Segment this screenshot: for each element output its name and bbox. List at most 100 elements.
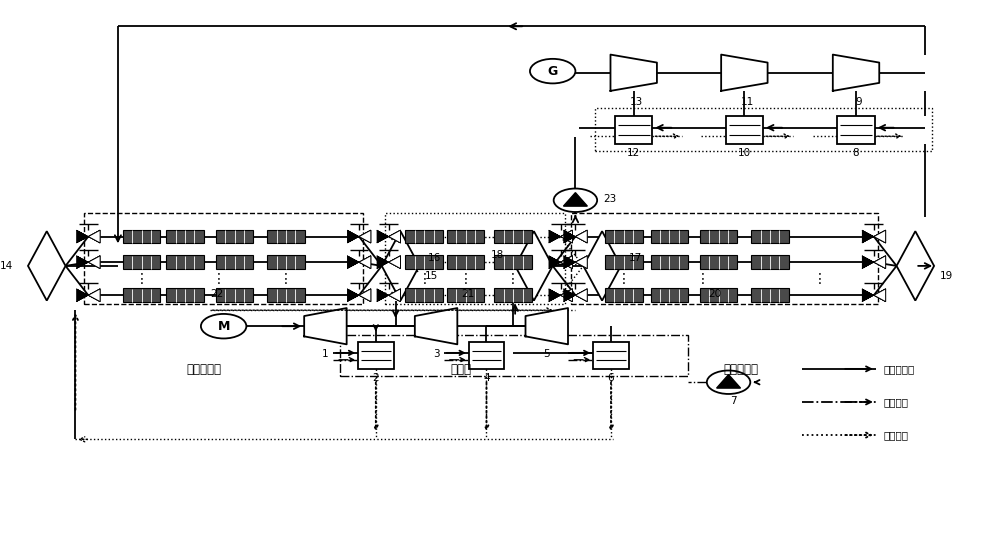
Bar bbox=[700, 230, 737, 243]
Text: 7: 7 bbox=[730, 396, 737, 406]
Polygon shape bbox=[721, 55, 768, 91]
Polygon shape bbox=[862, 230, 874, 243]
Polygon shape bbox=[389, 289, 401, 302]
Text: 4: 4 bbox=[483, 373, 490, 384]
Polygon shape bbox=[563, 193, 587, 206]
Polygon shape bbox=[549, 289, 572, 295]
Polygon shape bbox=[347, 289, 359, 302]
Text: 10: 10 bbox=[738, 148, 751, 158]
Text: 19: 19 bbox=[939, 271, 953, 280]
Polygon shape bbox=[575, 256, 587, 269]
Polygon shape bbox=[76, 256, 88, 269]
Bar bbox=[166, 288, 204, 302]
Polygon shape bbox=[377, 230, 389, 243]
Bar bbox=[571, 213, 878, 304]
Polygon shape bbox=[549, 295, 572, 302]
Polygon shape bbox=[347, 289, 359, 302]
Polygon shape bbox=[76, 256, 100, 262]
Polygon shape bbox=[76, 236, 100, 243]
Bar bbox=[216, 230, 253, 243]
Polygon shape bbox=[377, 289, 401, 295]
Polygon shape bbox=[862, 289, 886, 295]
Polygon shape bbox=[561, 230, 572, 243]
Text: ⋮: ⋮ bbox=[459, 272, 473, 286]
Polygon shape bbox=[549, 230, 561, 243]
Text: 储热区: 储热区 bbox=[450, 363, 471, 377]
Polygon shape bbox=[382, 231, 419, 301]
Polygon shape bbox=[564, 230, 575, 243]
Text: 高压储气区: 高压储气区 bbox=[723, 363, 758, 377]
Text: 22: 22 bbox=[210, 289, 223, 299]
Polygon shape bbox=[564, 230, 575, 243]
Polygon shape bbox=[874, 256, 886, 269]
Polygon shape bbox=[862, 256, 886, 262]
Text: ⋮: ⋮ bbox=[212, 272, 226, 286]
Bar bbox=[751, 230, 789, 243]
Bar bbox=[405, 255, 443, 269]
Bar bbox=[447, 230, 484, 243]
Bar bbox=[84, 213, 363, 304]
Polygon shape bbox=[526, 308, 568, 345]
Polygon shape bbox=[564, 236, 587, 243]
Polygon shape bbox=[561, 256, 572, 269]
Text: ⋮: ⋮ bbox=[696, 272, 710, 286]
Polygon shape bbox=[862, 230, 874, 243]
Polygon shape bbox=[564, 230, 587, 236]
Text: 8: 8 bbox=[853, 148, 859, 158]
Polygon shape bbox=[28, 231, 66, 301]
Text: ⋮: ⋮ bbox=[135, 272, 149, 286]
Circle shape bbox=[707, 370, 750, 394]
Polygon shape bbox=[88, 256, 100, 269]
Polygon shape bbox=[389, 289, 401, 302]
Polygon shape bbox=[377, 236, 401, 243]
Text: 17: 17 bbox=[629, 253, 642, 263]
Text: 23: 23 bbox=[603, 194, 616, 204]
Polygon shape bbox=[347, 230, 359, 243]
Polygon shape bbox=[610, 55, 657, 91]
Polygon shape bbox=[76, 230, 88, 243]
Polygon shape bbox=[549, 230, 572, 236]
Circle shape bbox=[201, 314, 246, 339]
Text: 6: 6 bbox=[608, 373, 614, 384]
Polygon shape bbox=[549, 289, 561, 302]
Polygon shape bbox=[862, 289, 874, 302]
Bar bbox=[469, 342, 504, 369]
Polygon shape bbox=[874, 230, 886, 243]
Polygon shape bbox=[76, 289, 100, 295]
Polygon shape bbox=[874, 256, 886, 269]
Bar bbox=[605, 255, 643, 269]
Bar bbox=[123, 255, 160, 269]
Bar bbox=[405, 288, 443, 302]
Polygon shape bbox=[874, 230, 886, 243]
Text: 1: 1 bbox=[322, 349, 329, 359]
Polygon shape bbox=[564, 295, 587, 302]
Text: G: G bbox=[548, 65, 558, 78]
Polygon shape bbox=[76, 289, 88, 302]
Bar bbox=[216, 288, 253, 302]
Polygon shape bbox=[564, 289, 575, 302]
Polygon shape bbox=[88, 230, 100, 243]
Polygon shape bbox=[359, 230, 371, 243]
Polygon shape bbox=[76, 262, 100, 269]
Bar bbox=[340, 335, 688, 376]
Polygon shape bbox=[88, 289, 100, 302]
Polygon shape bbox=[347, 256, 371, 262]
Polygon shape bbox=[874, 289, 886, 302]
Polygon shape bbox=[88, 256, 100, 269]
Polygon shape bbox=[862, 256, 874, 269]
Polygon shape bbox=[377, 256, 401, 262]
Polygon shape bbox=[347, 236, 371, 243]
Bar bbox=[605, 230, 643, 243]
Text: 13: 13 bbox=[630, 96, 643, 106]
Polygon shape bbox=[583, 231, 621, 301]
Text: ⋮: ⋮ bbox=[417, 272, 431, 286]
Bar bbox=[447, 288, 484, 302]
Bar bbox=[123, 230, 160, 243]
Polygon shape bbox=[389, 230, 401, 243]
Polygon shape bbox=[862, 256, 874, 269]
Polygon shape bbox=[561, 289, 572, 302]
Text: 二氧化碗流: 二氧化碗流 bbox=[884, 364, 915, 374]
Bar bbox=[751, 255, 789, 269]
Polygon shape bbox=[549, 256, 572, 262]
Polygon shape bbox=[897, 231, 934, 301]
